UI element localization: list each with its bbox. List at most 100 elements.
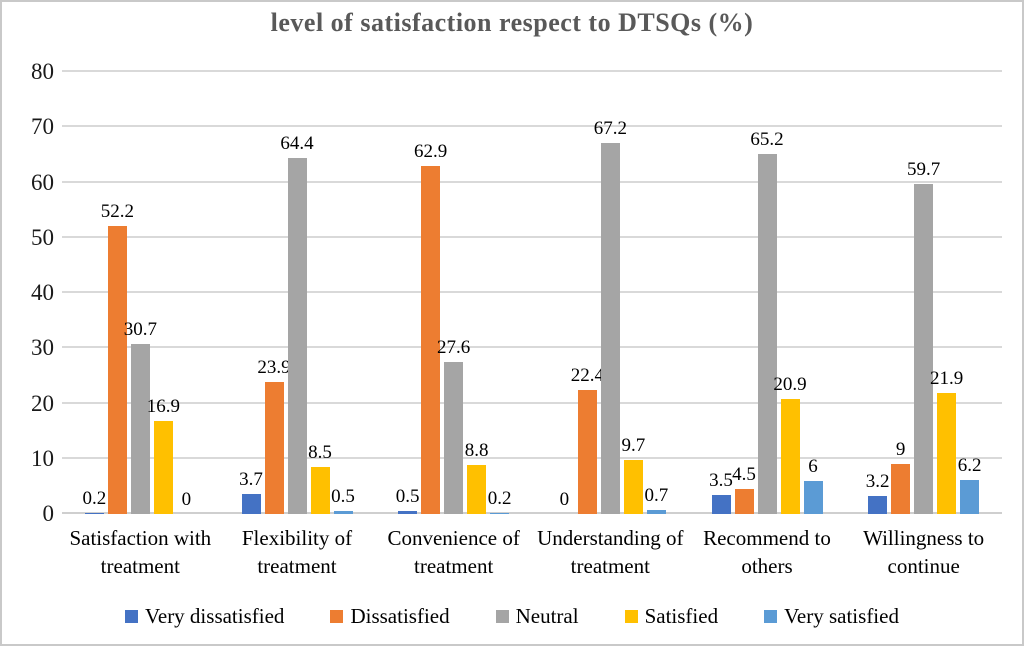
bar-value-label: 30.7 [123, 319, 157, 340]
bar [264, 382, 284, 514]
bar [130, 344, 150, 514]
bar [333, 511, 353, 514]
bar-value-label: 21.9 [930, 368, 964, 389]
bar [711, 495, 731, 514]
bar [757, 154, 777, 514]
gridline [62, 125, 1002, 128]
bar [623, 460, 643, 514]
bar-value-label: 9 [895, 439, 906, 460]
bar [780, 399, 800, 514]
legend-label: Very satisfied [784, 604, 899, 628]
gridline [62, 180, 1002, 183]
category-label: Flexibility of treatment [241, 526, 353, 579]
bar-value-label: 0 [181, 489, 192, 510]
bar-value-label: 20.9 [773, 374, 807, 395]
y-tick-label: 40 [31, 280, 54, 305]
bar [734, 489, 754, 514]
chart-legend: Very dissatisfied Dissatisfied Neutral Sati… [2, 604, 1022, 629]
legend-label: Satisfied [644, 604, 719, 628]
bar [891, 464, 911, 514]
bar-value-label: 52.2 [100, 201, 134, 222]
bar [600, 143, 620, 514]
bar-value-label: 27.6 [437, 337, 471, 358]
gridline [62, 70, 1002, 72]
legend-swatch [125, 610, 139, 623]
legend-item: Satisfied [624, 604, 719, 629]
category-label: Understanding of treatment [537, 526, 684, 579]
bar [646, 510, 666, 514]
bar-value-label: 0.2 [487, 488, 512, 509]
y-tick-label: 10 [31, 445, 54, 471]
bar [287, 158, 307, 514]
bar [153, 421, 173, 514]
y-tick-label: 80 [31, 59, 54, 84]
y-tick-label: 0 [42, 501, 55, 526]
bar-value-label: 8.8 [464, 440, 489, 461]
category-label: Recommend to others [703, 526, 831, 579]
legend-label: Dissatisfied [350, 604, 450, 628]
bar [421, 166, 441, 514]
gridline [62, 456, 1002, 459]
bar-value-label: 8.5 [308, 442, 332, 463]
legend-label: Very dissatisfied [145, 604, 285, 628]
bar [868, 496, 888, 514]
bar [914, 184, 934, 514]
legend-swatch [624, 610, 638, 623]
legend-swatch [495, 610, 509, 623]
bar-value-label: 23.9 [257, 357, 291, 378]
bar-value-label: 16.9 [146, 396, 180, 417]
plot-area: 0.2 52.2 30.7 16.9 0 3.7 23.9 64.4 8.5 0.5 0.5 62.9… [62, 70, 1002, 514]
bar-value-label: 3.5 [709, 470, 733, 491]
legend-swatch [330, 610, 344, 623]
legend-label: Neutral [515, 604, 579, 628]
bar [398, 511, 418, 514]
gridline [62, 512, 1002, 514]
bar-value-label: 64.4 [280, 133, 314, 154]
bar [84, 513, 104, 514]
bar [444, 362, 464, 514]
legend-item: Neutral [495, 604, 579, 629]
bar-value-label: 65.2 [750, 129, 784, 150]
y-tick-label: 30 [31, 335, 54, 361]
legend-item: Very satisfied [764, 604, 899, 629]
legend-swatch [764, 610, 778, 623]
bar-value-label: 6.2 [957, 455, 982, 476]
bar-value-label: 3.2 [865, 471, 890, 492]
bar [467, 465, 487, 514]
bar-value-label: 67.2 [593, 118, 627, 139]
bar-value-label: 0.2 [82, 488, 107, 509]
legend-item: Very dissatisfied [125, 604, 284, 629]
bar-value-label: 62.9 [414, 141, 448, 162]
bar [241, 494, 261, 514]
bar-value-label: 0.7 [644, 485, 669, 506]
y-tick-label: 20 [31, 390, 54, 416]
bar [107, 226, 127, 514]
bar-value-label: 3.7 [239, 469, 263, 490]
bar [490, 513, 510, 514]
bar-value-label: 9.7 [621, 435, 646, 456]
bar-value-label: 4.5 [732, 464, 756, 485]
y-tick-label: 60 [31, 169, 54, 195]
bar-value-label: 0.5 [395, 486, 420, 507]
chart-title: level of satisfaction respect to DTSQs (… [270, 8, 754, 37]
bar-value-label: 59.7 [907, 159, 941, 180]
y-tick-label: 50 [31, 224, 54, 250]
bar-value-label: 22.4 [570, 365, 604, 386]
bar-value-label: 6 [808, 456, 818, 477]
gridline [62, 291, 1002, 293]
bar-value-label: 0 [559, 489, 570, 510]
bar [310, 467, 330, 514]
bar [937, 393, 957, 514]
gridline [62, 346, 1002, 349]
gridline [62, 401, 1002, 404]
category-label: Satisfaction with treatment [69, 526, 212, 579]
bar-value-label: 0.5 [331, 486, 355, 507]
bar [577, 390, 597, 514]
legend-item: Dissatisfied [330, 604, 450, 629]
gridline [62, 235, 1002, 238]
y-tick-label: 70 [31, 114, 54, 140]
category-label: Willingness to continue [863, 526, 985, 579]
category-label: Convenience of treatment [387, 526, 520, 579]
bar [803, 481, 823, 514]
